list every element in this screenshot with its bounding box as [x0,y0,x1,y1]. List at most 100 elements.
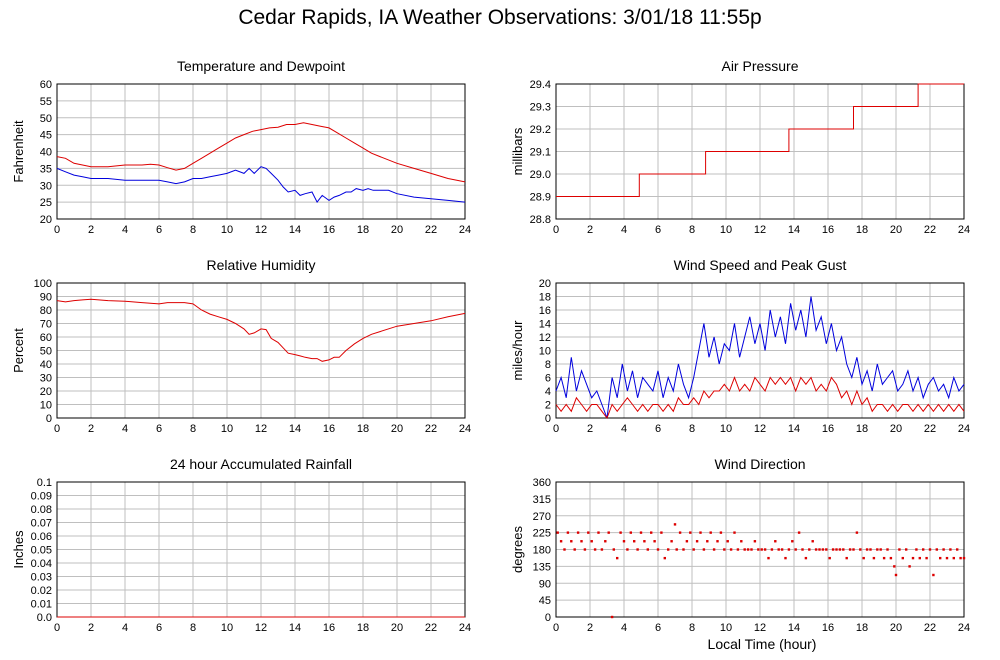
direction-point [894,573,898,577]
humidity-ytick-label: 60 [40,332,52,344]
direction-xtick-label: 10 [720,622,732,634]
direction-xtick-label: 0 [553,622,559,634]
direction-point [905,548,908,551]
humidity-ytick-label: 0 [46,413,52,425]
temp-xtick-label: 4 [122,224,128,236]
direction-point [889,556,893,560]
direction-point [678,531,682,534]
pressure-xtick-label: 4 [621,224,627,236]
direction-point [835,548,838,551]
rain-ytick-label: 0.05 [31,545,52,557]
humidity-ytick-label: 50 [40,346,52,358]
direction-point [726,540,729,543]
rain-ytick-label: 0.08 [31,504,52,516]
direction-point [828,556,831,560]
direction-xtick-label: 2 [587,622,593,634]
direction-point [616,556,619,560]
rain-xtick-label: 22 [425,622,437,634]
direction-point [777,548,780,551]
direction-point [667,548,670,551]
direction-point [682,548,685,551]
rain-xtick-label: 4 [122,622,128,634]
humidity-xtick-label: 8 [190,423,196,435]
wind-xtick-label: 22 [924,423,936,435]
direction-point [573,548,576,551]
pressure-ytick-label: 29.1 [530,147,551,159]
temp-xtick-label: 22 [425,224,437,236]
temp-ytick-label: 50 [40,113,52,125]
pressure-ytick-label: 29.0 [530,169,551,181]
wind-xtick-label: 2 [587,423,593,435]
direction-point [670,540,673,543]
pressure-ytick-label: 28.8 [530,214,551,226]
direction-point [842,548,845,551]
temp-ytick-label: 25 [40,197,52,209]
direction-point [882,556,886,560]
direction-point [723,548,726,551]
direction-point [760,548,763,551]
rain-xtick-label: 16 [323,622,335,634]
direction-point [932,573,935,577]
wind-ytick-label: 20 [539,278,551,290]
direction-point [746,548,750,551]
direction-point [808,548,811,551]
wind-frame [555,282,965,419]
direction-ytick-label: 0 [545,612,551,624]
wind-ytick-label: 18 [539,292,551,304]
direction-point [583,548,587,551]
direction-point [898,548,901,551]
direction-point [576,531,580,534]
humidity-series-red-line [56,298,466,362]
rain-xtick-label: 12 [255,622,267,634]
direction-point [626,548,629,551]
direction-point [597,531,600,534]
temp-ytick-label: 55 [40,96,52,108]
wind-xtick-label: 10 [720,423,732,435]
rain-ytick-label: 0.03 [31,572,52,584]
direction-point [801,548,804,551]
direction-point [587,531,590,534]
direction-point [865,548,869,551]
direction-frame [555,481,965,618]
direction-point [886,548,889,551]
direction-ytick-label: 360 [533,477,551,489]
direction-point [653,540,656,543]
pressure-ylabel: millibars [510,127,525,175]
wind-xtick-label: 14 [788,423,800,435]
rain-title: 24 hour Accumulated Rainfall [170,456,352,472]
wind-xtick-label: 18 [856,423,868,435]
direction-point [825,548,828,551]
temp-xtick-label: 12 [255,224,267,236]
direction-point [869,548,872,551]
humidity-xtick-label: 6 [156,423,162,435]
direction-point [862,556,865,560]
pressure-xtick-label: 14 [788,224,800,236]
direction-xtick-label: 4 [621,622,627,634]
direction-point [925,556,928,560]
humidity-ytick-label: 100 [34,278,52,290]
rain-ylabel: Inches [11,530,26,569]
direction-point [729,548,733,551]
temp-series-red-line [56,122,466,183]
direction-point [774,540,777,543]
direction-point [945,556,949,560]
rain-xtick-label: 24 [459,622,471,634]
humidity-xtick-label: 10 [221,423,233,435]
temp-ytick-label: 45 [40,130,52,142]
direction-point [656,548,660,551]
wind-ytick-label: 16 [539,305,551,317]
temp-xtick-label: 6 [156,224,162,236]
humidity-xtick-label: 20 [391,423,403,435]
direction-point [757,548,760,551]
direction-point [848,548,852,551]
rain-ytick-label: 0.01 [31,599,52,611]
temp-series-blue-line [56,166,466,204]
pressure-title: Air Pressure [721,58,798,74]
direction-point [767,556,770,560]
pressure-ytick-label: 29.4 [530,79,551,91]
pressure-ytick-label: 28.9 [530,192,551,204]
rain-ytick-label: 0.06 [31,531,52,543]
